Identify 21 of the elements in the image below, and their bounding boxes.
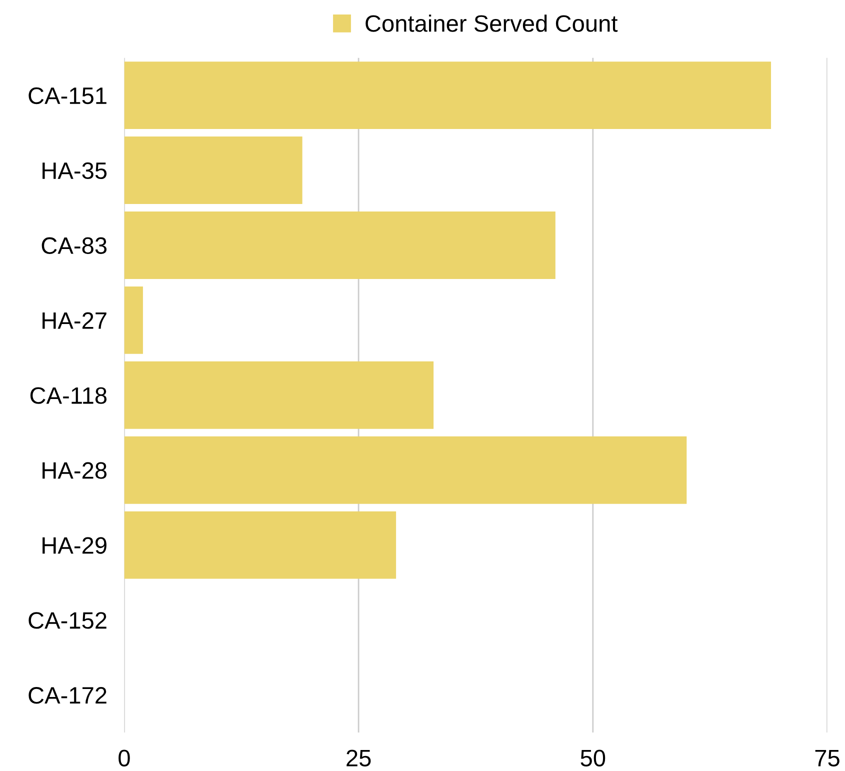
bar [124, 286, 143, 354]
y-tick-label: CA-172 [28, 687, 106, 704]
bar [124, 211, 556, 279]
y-tick-label: CA-152 [28, 612, 106, 629]
bar [124, 511, 396, 579]
bar [124, 436, 687, 504]
y-tick-label: HA-35 [42, 162, 107, 180]
bar [124, 361, 434, 429]
x-tick-label: 50 [580, 750, 606, 766]
x-tick-label: 75 [815, 750, 840, 766]
y-tick-label: HA-27 [42, 312, 106, 329]
bar [124, 62, 772, 130]
y-tick-label: HA-29 [42, 537, 106, 554]
y-tick-label: CA-151 [28, 87, 106, 104]
y-tick-label: HA-28 [42, 462, 107, 479]
bar [124, 136, 302, 204]
y-tick-label: CA-83 [42, 237, 107, 254]
legend-label: Container Served Count [366, 14, 618, 32]
x-tick-label: 0 [118, 750, 130, 766]
y-tick-label: CA-118 [30, 387, 107, 404]
x-tick-label: 25 [346, 750, 371, 766]
